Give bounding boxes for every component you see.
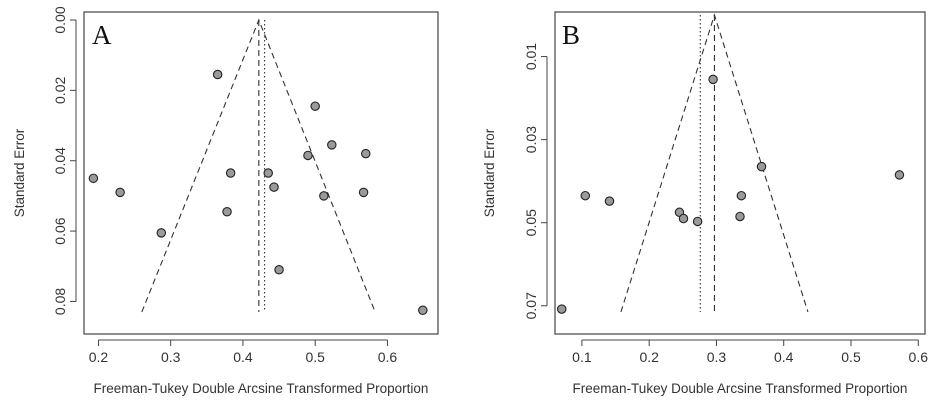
- y-tick-label: 0.01: [523, 43, 539, 70]
- study-point: [604, 196, 615, 206]
- y-tick-label: 0.06: [52, 217, 68, 244]
- y-axis-title: Standard Error: [482, 128, 497, 217]
- study-point: [212, 69, 223, 80]
- plot-frame: [83, 11, 439, 335]
- x-axis-title: Freeman-Tukey Double Arcsine Transformed…: [573, 381, 908, 396]
- study-point: [756, 161, 767, 172]
- study-point: [358, 187, 369, 198]
- funnel-lines: [141, 18, 376, 313]
- plot-frame: [554, 11, 926, 335]
- y-tick-label: 0.04: [52, 147, 68, 174]
- x-tick-label: 0.2: [639, 349, 659, 365]
- x-tick-label: 0.2: [89, 349, 109, 365]
- panel-label: B: [562, 20, 580, 50]
- x-tick-label: 0.6: [378, 349, 398, 365]
- study-point: [327, 140, 337, 150]
- funnel-plot-panel-b: B Freeman-Tukey Double Arcsine Transform…: [470, 0, 939, 401]
- x-tick-label: 0.5: [841, 349, 861, 365]
- study-point: [225, 168, 236, 178]
- y-tick-label: 0.03: [523, 126, 539, 153]
- study-point: [274, 265, 284, 275]
- x-tick-label: 0.3: [161, 349, 181, 365]
- funnel-plot-a-svg: A Freeman-Tukey Double Arcsine Transform…: [12, 6, 439, 396]
- study-point: [692, 216, 703, 227]
- study-point: [319, 191, 329, 201]
- study-point: [708, 74, 718, 85]
- x-axis-title: Freeman-Tukey Double Arcsine Transformed…: [94, 381, 429, 396]
- x-tick-label: 0.5: [305, 349, 325, 365]
- study-point: [736, 190, 747, 201]
- y-tick-label: 0.05: [523, 209, 539, 236]
- axes: 0.1 0.2 0.3 0.4 0.5 0.6 0.01 0.03 0.05 0.07: [523, 43, 928, 365]
- y-tick-label: 0.08: [52, 288, 68, 315]
- study-point: [222, 206, 232, 217]
- study-point: [361, 148, 371, 159]
- study-point: [269, 182, 279, 192]
- study-point: [580, 190, 591, 201]
- study-point: [115, 187, 125, 198]
- y-tick-label: 0.02: [52, 77, 68, 104]
- x-tick-label: 0.6: [909, 349, 929, 365]
- funnel-lines: [620, 13, 809, 313]
- y-tick-label: 0.00: [52, 6, 68, 33]
- axes: 0.2 0.3 0.4 0.5 0.6 0.00 0.02 0.04 0.06 0.08: [52, 6, 397, 365]
- study-point: [735, 211, 745, 222]
- study-point: [263, 168, 273, 178]
- study-point: [418, 305, 428, 315]
- x-tick-label: 0.4: [774, 349, 794, 365]
- study-point: [310, 101, 320, 111]
- study-point: [303, 150, 313, 161]
- study-point: [894, 170, 905, 180]
- x-tick-label: 0.3: [707, 349, 727, 365]
- x-tick-label: 0.1: [572, 349, 592, 365]
- y-axis-title: Standard Error: [12, 128, 27, 217]
- x-tick-label: 0.4: [233, 349, 253, 365]
- study-point: [156, 228, 167, 238]
- study-points: [556, 74, 905, 314]
- funnel-plot-b-svg: B Freeman-Tukey Double Arcsine Transform…: [482, 11, 928, 396]
- panel-label: A: [92, 20, 112, 50]
- y-tick-label: 0.07: [523, 292, 539, 319]
- funnel-plot-panel-a: A Freeman-Tukey Double Arcsine Transform…: [12, 6, 439, 396]
- study-point: [678, 213, 689, 224]
- study-point: [88, 173, 99, 184]
- study-points: [88, 69, 428, 315]
- study-point: [556, 304, 567, 314]
